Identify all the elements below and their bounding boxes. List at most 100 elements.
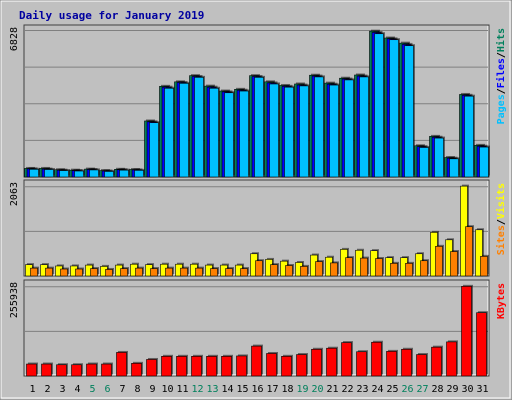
bar-sites <box>420 260 428 277</box>
x-tick-label: 9 <box>149 384 155 395</box>
bar-sites <box>300 266 308 277</box>
bar-kbytes <box>26 363 37 377</box>
bar-sites <box>45 267 53 277</box>
bar-pages <box>209 87 219 178</box>
bar-pages <box>299 85 309 178</box>
bar-kbytes <box>401 348 412 377</box>
x-tick-label: 7 <box>119 384 125 395</box>
bar-pages <box>269 83 279 178</box>
bar-kbytes <box>116 352 127 377</box>
x-tick-label: 25 <box>386 384 398 395</box>
bar-kbytes <box>146 359 157 377</box>
x-tick-label: 11 <box>176 384 188 395</box>
bar-sites <box>135 267 143 277</box>
x-tick-label: 17 <box>266 384 278 395</box>
x-tick-label: 3 <box>59 384 65 395</box>
bar-kbytes <box>446 341 457 377</box>
bar-pages <box>104 171 114 178</box>
x-tick-label: 6 <box>104 384 110 395</box>
bar-pages <box>119 169 129 178</box>
bar-sites <box>240 268 248 277</box>
bar-pages <box>194 77 204 178</box>
bar-sites <box>255 260 263 277</box>
x-tick-label: 18 <box>281 384 293 395</box>
bar-kbytes <box>41 363 52 377</box>
bar-pages <box>74 170 84 178</box>
x-tick-label: 30 <box>461 384 473 395</box>
bar-pages <box>434 137 444 178</box>
x-axis: 1 2 3 4 5 6 7 8 9 10 11 12 13 14 15 16 17 18 19 20 21 22 23 24 2… <box>29 384 488 395</box>
bar-kbytes <box>356 351 367 377</box>
bar-pages <box>464 95 474 178</box>
x-tick-label: 2 <box>44 384 50 395</box>
x-tick-label: 29 <box>446 384 458 395</box>
bar-kbytes <box>386 351 397 377</box>
bar-pages <box>149 122 159 178</box>
bar-kbytes <box>281 356 292 377</box>
bar-sites <box>120 268 128 277</box>
bar-kbytes <box>416 354 427 377</box>
bar-sites <box>375 258 383 277</box>
bar-pages <box>419 147 429 178</box>
x-tick-label: 27 <box>416 384 428 395</box>
bar-kbytes <box>326 347 337 377</box>
bar-pages <box>29 169 39 178</box>
bar-sites <box>150 268 158 277</box>
chart-title: Daily usage for January 2019 <box>19 9 204 22</box>
bar-kbytes <box>251 345 262 377</box>
x-tick-label: 13 <box>206 384 218 395</box>
bar-pages <box>164 87 174 178</box>
legend-visits_sites: Sites/Visits <box>495 183 507 255</box>
bar-pages <box>89 169 99 178</box>
legend-separator: / <box>496 52 507 58</box>
bar-sites <box>345 257 353 277</box>
bar-sites <box>75 268 83 277</box>
bar-sites <box>315 261 323 277</box>
bar-kbytes <box>476 312 487 377</box>
x-tick-label: 20 <box>311 384 323 395</box>
legend-item-kbytes: KBytes <box>496 283 507 319</box>
bar-pages <box>179 83 189 178</box>
y-max-label: 255938 <box>9 282 20 318</box>
bar-pages <box>44 169 54 178</box>
bar-pages <box>404 45 414 178</box>
legend-item-hits: Hits <box>495 28 507 52</box>
bar-kbytes <box>86 363 97 377</box>
legend-item-pages: Pages <box>496 94 507 124</box>
bar-sites <box>30 267 38 277</box>
x-tick-label: 1 <box>29 384 35 395</box>
bar-pages <box>344 79 354 178</box>
x-tick-label: 19 <box>296 384 308 395</box>
chart-panels: 6828Pages/Files/Hits2063Sites/Visits2559… <box>9 24 507 377</box>
bar-kbytes <box>191 356 202 377</box>
x-tick-label: 31 <box>476 384 488 395</box>
bar-sites <box>450 251 458 277</box>
bar-pages <box>479 146 489 178</box>
bar-kbytes <box>161 356 172 377</box>
bar-pages <box>374 33 384 178</box>
bar-pages <box>389 39 399 178</box>
panel-kbytes: 255938 KBytes <box>9 279 507 377</box>
bar-sites <box>195 267 203 277</box>
legend-separator: / <box>496 88 507 94</box>
bar-pages <box>359 76 369 178</box>
x-tick-label: 22 <box>341 384 353 395</box>
bar-pages <box>284 86 294 178</box>
bar-sites <box>480 256 488 277</box>
bar-kbytes <box>296 354 307 377</box>
bar-kbytes <box>341 342 352 377</box>
bar-pages <box>224 92 234 178</box>
bar-kbytes <box>176 356 187 377</box>
bar-kbytes <box>101 363 112 377</box>
x-tick-label: 24 <box>371 384 383 395</box>
bar-pages <box>254 77 264 178</box>
bar-pages <box>59 170 69 178</box>
bar-sites <box>225 268 233 277</box>
x-tick-label: 8 <box>134 384 140 395</box>
legend-item-sites: Sites <box>495 225 507 255</box>
x-tick-label: 4 <box>74 384 80 395</box>
bar-pages <box>239 90 249 178</box>
